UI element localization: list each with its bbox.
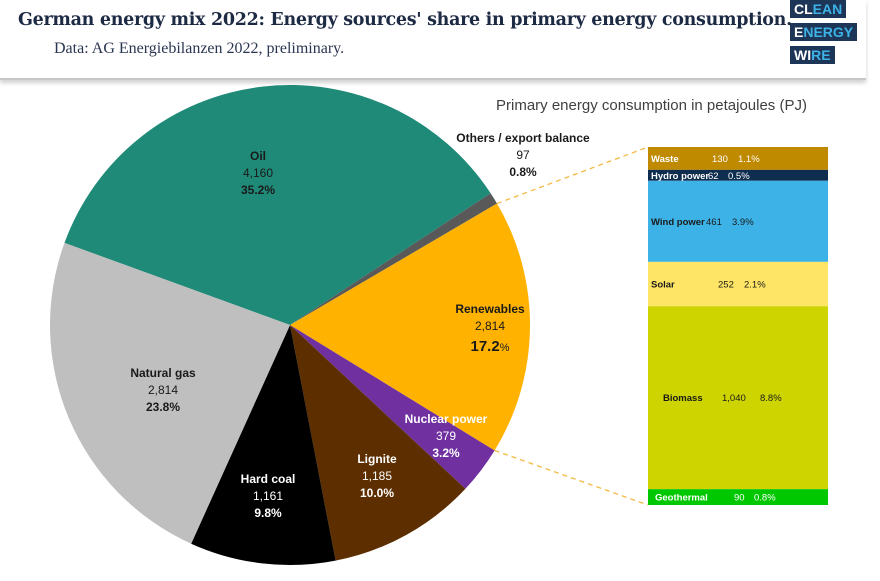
bar-segment-biomass — [648, 306, 828, 490]
chart-title: German energy mix 2022: Energy sources' … — [18, 10, 792, 30]
slice-value: 2,814 — [148, 383, 178, 397]
slice-value: 4,160 — [243, 166, 273, 180]
bar-percent: 0.8% — [754, 493, 776, 504]
bar-label: Wind power — [651, 217, 705, 228]
chart-subtitle: Data: AG Energiebilanzen 2022, prelimina… — [54, 40, 345, 57]
bar-value: 1,040 — [722, 393, 746, 404]
pie-slice-hard-coal — [191, 325, 336, 565]
slice-value: 1,161 — [253, 489, 283, 503]
bar-value: 130 — [712, 154, 728, 165]
slice-percent: 0.8% — [509, 165, 537, 179]
bar-segment-solar — [648, 261, 828, 307]
bar-percent: 1.1% — [738, 154, 760, 165]
bar-label: Waste — [651, 154, 679, 165]
slice-percent: 17.2% — [471, 338, 510, 355]
bar-value: 461 — [706, 217, 722, 228]
bar-segment-waste — [648, 147, 828, 170]
bar-percent: 2.1% — [744, 280, 766, 291]
slice-percent: 23.8% — [146, 400, 180, 414]
bar-segment-geothermal — [648, 489, 828, 505]
connector-line-bottom — [494, 449, 649, 506]
slice-value: 2,814 — [475, 319, 505, 333]
pie-slice-natural-gas — [50, 242, 291, 544]
slice-percent: 3.2% — [432, 446, 460, 460]
slice-label: Lignite — [357, 452, 397, 466]
pie-slice-lignite — [290, 325, 466, 561]
logo-row-wire: WIRE — [790, 46, 835, 64]
slice-percent: 35.2% — [241, 183, 275, 197]
slice-label: Natural gas — [130, 366, 196, 380]
bar-segment-wind-power — [648, 180, 828, 262]
logo-row-energy: ENERGY — [790, 23, 858, 41]
slice-percent: 9.8% — [254, 506, 282, 520]
slice-value: 97 — [516, 148, 530, 162]
bar-label: Geothermal — [655, 493, 708, 504]
slice-label: Hard coal — [241, 472, 296, 486]
pie-slice-oil — [64, 85, 491, 325]
slice-value: 1,185 — [362, 469, 392, 483]
bar-value: 62 — [708, 171, 719, 182]
header: German energy mix 2022: Energy sources' … — [0, 0, 866, 80]
bar-value: 90 — [734, 493, 745, 504]
bar-label: Biomass — [663, 393, 703, 404]
slice-value: 379 — [436, 429, 456, 443]
bar-percent: 8.8% — [760, 393, 782, 404]
unit-caption: Primary energy consumption in petajoules… — [496, 97, 807, 114]
slice-percent: 10.0% — [360, 486, 394, 500]
clean-energy-wire-logo: CLEAN ENERGY WIRE — [790, 0, 858, 69]
pie-slice-others-export-balance — [290, 193, 498, 325]
bar-label: Solar — [651, 280, 675, 291]
slice-label: Oil — [250, 149, 266, 163]
bar-value: 252 — [718, 280, 734, 291]
bar-percent: 0.5% — [728, 171, 750, 182]
bar-label: Hydro power — [651, 171, 709, 182]
slice-label: Renewables — [455, 302, 525, 316]
pie-slice-renewables — [290, 203, 530, 451]
slice-label: Nuclear power — [405, 412, 488, 426]
pie-slice-nuclear-power — [290, 325, 495, 489]
logo-row-clean: CLEAN — [790, 0, 847, 18]
slice-label: Others / export balance — [456, 131, 590, 145]
bar-percent: 3.9% — [732, 217, 754, 228]
bar-segment-hydro-power — [648, 169, 828, 181]
